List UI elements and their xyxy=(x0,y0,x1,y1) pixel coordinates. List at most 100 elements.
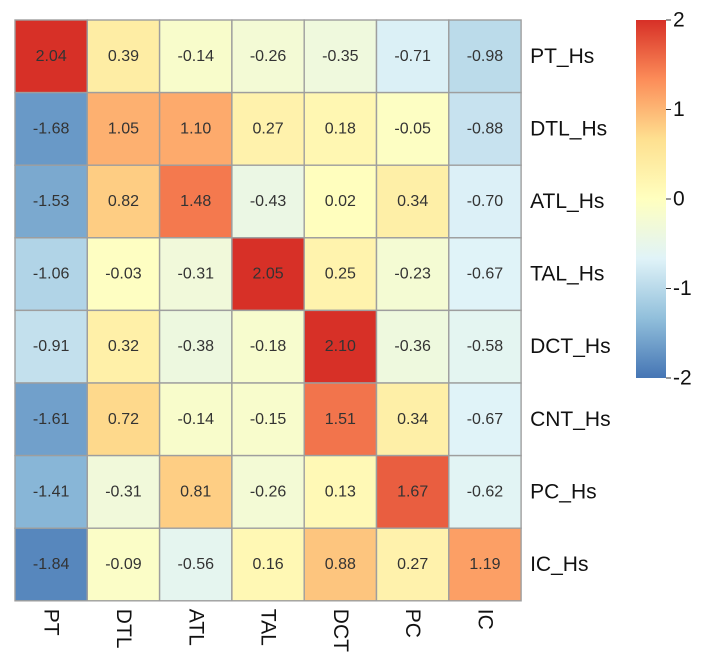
cell-value-label: -0.26 xyxy=(250,483,287,500)
cell-value-label: -0.62 xyxy=(467,483,504,500)
cell-value-label: 0.27 xyxy=(252,120,283,137)
row-label: ATL_Hs xyxy=(530,190,604,213)
column-label: IC xyxy=(473,609,496,630)
cell-value-label: 0.39 xyxy=(108,48,139,65)
cell-value-label: -0.70 xyxy=(467,193,504,210)
color-legend-ticks: 2 1 0 -1 -2 xyxy=(666,9,692,390)
heatmap-cell xyxy=(86,527,161,602)
column-label: TAL xyxy=(257,609,280,646)
color-legend-bar xyxy=(636,20,666,378)
heatmap-cell xyxy=(158,454,233,529)
cell-value-label: -1.61 xyxy=(33,411,70,428)
cell-value-label: 2.04 xyxy=(36,48,67,65)
color-legend-tick-label: 1 xyxy=(673,98,685,121)
heatmap-cell-labels: 2.04 0.39 -0.14 -0.26 -0.35 -0.71 -0.98 -1.68 1.… xyxy=(33,48,503,573)
heatmap-cell xyxy=(303,454,378,529)
color-legend: 2 1 0 -1 -2 xyxy=(636,9,692,390)
color-legend-tick-label: -2 xyxy=(673,367,692,390)
cell-value-label: 2.10 xyxy=(325,338,356,355)
heatmap-cell xyxy=(231,382,305,457)
heatmap-cell xyxy=(448,237,522,312)
cell-value-label: -0.35 xyxy=(322,48,359,65)
cell-value-label: 0.88 xyxy=(325,556,356,573)
cell-value-label: -0.98 xyxy=(467,48,504,65)
cell-value-label: -1.68 xyxy=(33,120,70,137)
cell-value-label: -1.84 xyxy=(33,556,70,573)
heatmap-cell xyxy=(14,19,89,94)
cell-value-label: -0.36 xyxy=(394,338,431,355)
row-label: IC_Hs xyxy=(530,553,588,576)
heatmap-cell xyxy=(375,164,450,239)
row-label: PT_Hs xyxy=(530,45,594,68)
heatmap-cell xyxy=(14,237,89,312)
column-label: PT xyxy=(40,609,63,636)
cell-value-label: -0.67 xyxy=(467,266,504,283)
color-legend-tick-label: 2 xyxy=(673,9,685,32)
cell-value-label: -0.15 xyxy=(250,411,287,428)
cell-value-label: -1.53 xyxy=(33,193,70,210)
heatmap-cell xyxy=(86,19,161,94)
heatmap-cell xyxy=(231,237,305,312)
heatmap-cell xyxy=(375,237,450,312)
column-label: ATL xyxy=(184,609,207,646)
cell-value-label: 1.48 xyxy=(180,193,211,210)
heatmap-cell xyxy=(14,91,89,166)
heatmap-cell xyxy=(86,164,161,239)
cell-value-label: 0.32 xyxy=(108,338,139,355)
cell-value-label: 0.02 xyxy=(325,193,356,210)
heatmap-cell xyxy=(448,164,522,239)
heatmap-cell xyxy=(303,382,378,457)
cell-value-label: 0.16 xyxy=(252,556,283,573)
cell-value-label: -0.31 xyxy=(105,483,142,500)
cell-value-label: -0.71 xyxy=(394,48,431,65)
row-label: TAL_Hs xyxy=(530,263,604,286)
cell-value-label: -0.09 xyxy=(105,556,142,573)
cell-value-label: -0.56 xyxy=(178,556,215,573)
cell-value-label: 0.82 xyxy=(108,193,139,210)
heatmap-cell xyxy=(158,91,233,166)
cell-value-label: 1.10 xyxy=(180,120,211,137)
cell-value-label: 1.67 xyxy=(397,483,428,500)
cell-value-label: 0.72 xyxy=(108,411,139,428)
heatmap-cell xyxy=(448,91,522,166)
heatmap-cell xyxy=(14,309,89,384)
cell-value-label: -0.03 xyxy=(105,266,142,283)
row-label: CNT_Hs xyxy=(530,408,611,431)
cell-value-label: -0.67 xyxy=(467,411,504,428)
heatmap-cell xyxy=(303,527,378,602)
cell-value-label: -0.26 xyxy=(250,48,287,65)
heatmap-cell xyxy=(375,527,450,602)
heatmap-cell xyxy=(231,454,305,529)
heatmap-cell xyxy=(448,527,522,602)
cell-value-label: -0.88 xyxy=(467,120,504,137)
heatmap-cell xyxy=(86,237,161,312)
heatmap-cell xyxy=(158,19,233,94)
cell-value-label: 0.25 xyxy=(325,266,356,283)
heatmap-cell xyxy=(375,454,450,529)
column-labels: PT DTL ATL TAL DCT PC IC xyxy=(40,609,497,652)
heatmap-cell xyxy=(303,164,378,239)
cell-value-label: 1.51 xyxy=(325,411,356,428)
heatmap-cell xyxy=(231,527,305,602)
row-label: DTL_Hs xyxy=(530,117,607,140)
row-labels: PT_Hs DTL_Hs ATL_Hs TAL_Hs DCT_Hs CNT_Hs PC_Hs… xyxy=(530,45,611,576)
heatmap-cell xyxy=(14,527,89,602)
row-label: PC_Hs xyxy=(530,480,597,503)
heatmap-cell xyxy=(158,164,233,239)
cell-value-label: -0.14 xyxy=(178,48,215,65)
heatmap-cell xyxy=(375,19,450,94)
heatmap-cell xyxy=(231,164,305,239)
heatmap-cell xyxy=(448,382,522,457)
column-label: PC xyxy=(401,609,424,638)
cell-value-label: -0.18 xyxy=(250,338,287,355)
heatmap-cell xyxy=(14,454,89,529)
cell-value-label: 0.34 xyxy=(397,193,428,210)
cell-value-label: -0.43 xyxy=(250,193,287,210)
column-label: DCT xyxy=(329,609,352,652)
color-legend-tick-label: 0 xyxy=(673,188,685,211)
color-legend-tick-label: -1 xyxy=(673,277,692,300)
cell-value-label: 1.19 xyxy=(469,556,500,573)
heatmap-cell xyxy=(448,454,522,529)
cell-value-label: 0.27 xyxy=(397,556,428,573)
cell-value-label: 0.81 xyxy=(180,483,211,500)
